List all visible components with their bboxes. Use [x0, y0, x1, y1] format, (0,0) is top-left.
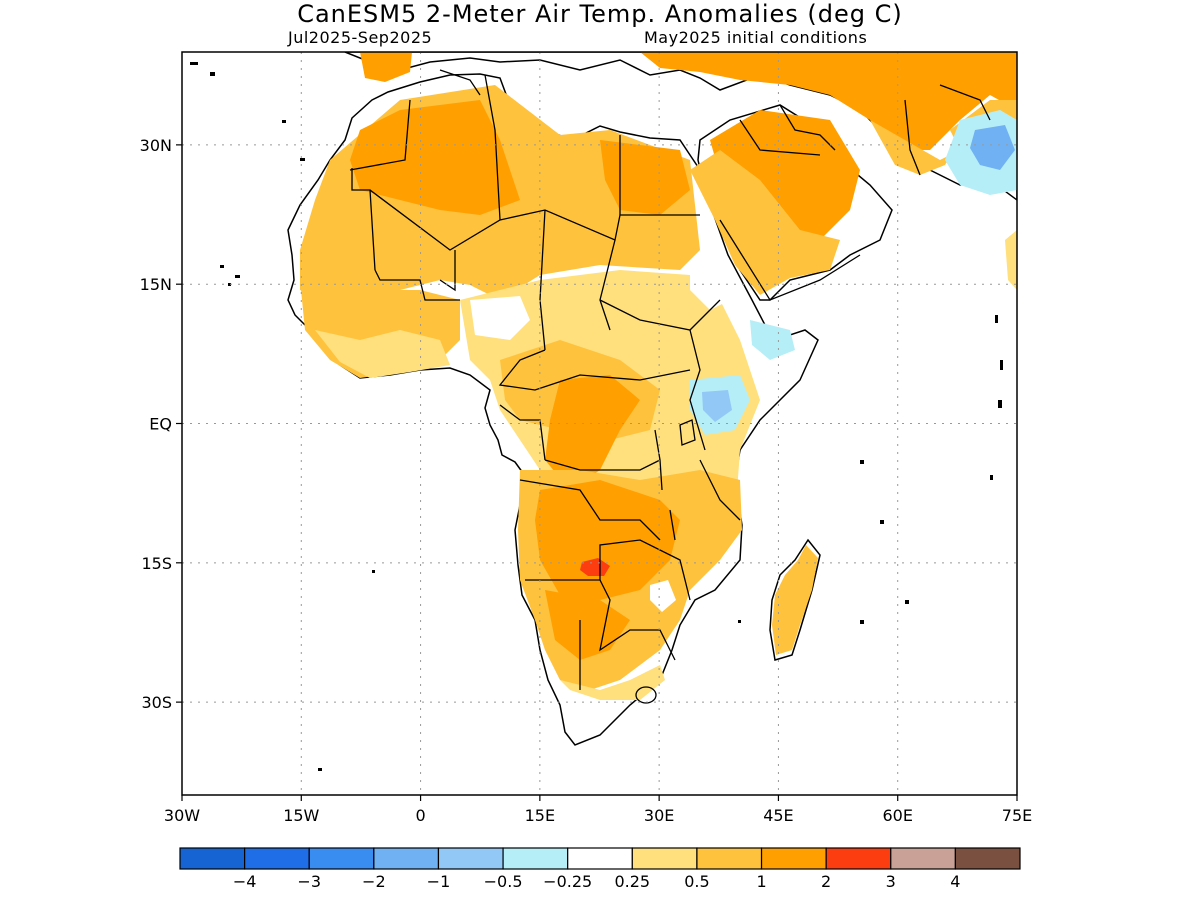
inland-water — [439, 69, 696, 704]
colorbar-label: −2 — [362, 872, 386, 891]
colorbar-label: −0.25 — [543, 872, 592, 891]
colorbar-swatch — [760, 847, 827, 870]
y-tick-label: 15N — [140, 275, 172, 294]
colorbar-swatch — [502, 847, 569, 870]
country-borders — [349, 74, 991, 690]
colorbar-swatch — [696, 847, 763, 870]
colorbar-label: −3 — [297, 872, 321, 891]
y-tick-label: 30N — [140, 136, 172, 155]
initial-conditions: May2025 initial conditions — [644, 28, 868, 47]
colorbar-swatch — [825, 847, 892, 870]
x-tick-label: 15W — [283, 806, 319, 825]
colorbar-swatch — [308, 847, 375, 870]
colorbar: −4 −3 −2 −1 −0.5 −0.25 0.25 0.5 1 2 3 4 — [179, 847, 1021, 891]
x-tick-label: 75E — [1002, 806, 1032, 825]
graticule — [182, 52, 1017, 795]
colorbar-label: −0.5 — [484, 872, 523, 891]
colorbar-swatch — [373, 847, 440, 870]
x-tick-label: 0 — [415, 806, 425, 825]
colorbar-swatch — [890, 847, 956, 870]
x-tick-label: 30W — [164, 806, 200, 825]
colorbar-label: 0.25 — [614, 872, 650, 891]
x-tick-label: 60E — [882, 806, 912, 825]
colorbar-label: 0.5 — [684, 872, 709, 891]
chart-title: CanESM5 2-Meter Air Temp. Anomalies (deg… — [297, 0, 903, 28]
colorbar-swatch — [631, 847, 698, 870]
map-axes: 30W 15W 0 15E 30E 45E 60E 75E 30N 15N EQ 15S 30S — [140, 136, 1033, 825]
colorbar-label: −4 — [233, 872, 257, 891]
colorbar-label: 4 — [950, 872, 960, 891]
map-content — [182, 52, 1017, 795]
y-tick-label: 30S — [141, 693, 172, 712]
forecast-period: Jul2025-Sep2025 — [288, 28, 433, 47]
colorbar-label: −1 — [427, 872, 451, 891]
y-tick-label: 15S — [141, 554, 172, 573]
colorbar-swatch — [437, 847, 504, 870]
x-tick-label: 15E — [525, 806, 555, 825]
x-tick-label: 45E — [763, 806, 793, 825]
colorbar-swatch — [179, 847, 246, 870]
colorbar-swatch — [244, 847, 310, 870]
colorbar-swatch — [567, 847, 633, 870]
colorbar-label: 2 — [821, 872, 831, 891]
colorbar-swatch — [954, 847, 1021, 870]
small-islands — [190, 62, 1003, 771]
colorbar-label: 1 — [756, 872, 766, 891]
colorbar-label: 3 — [886, 872, 896, 891]
x-tick-label: 30E — [644, 806, 674, 825]
y-tick-label: EQ — [149, 415, 172, 434]
